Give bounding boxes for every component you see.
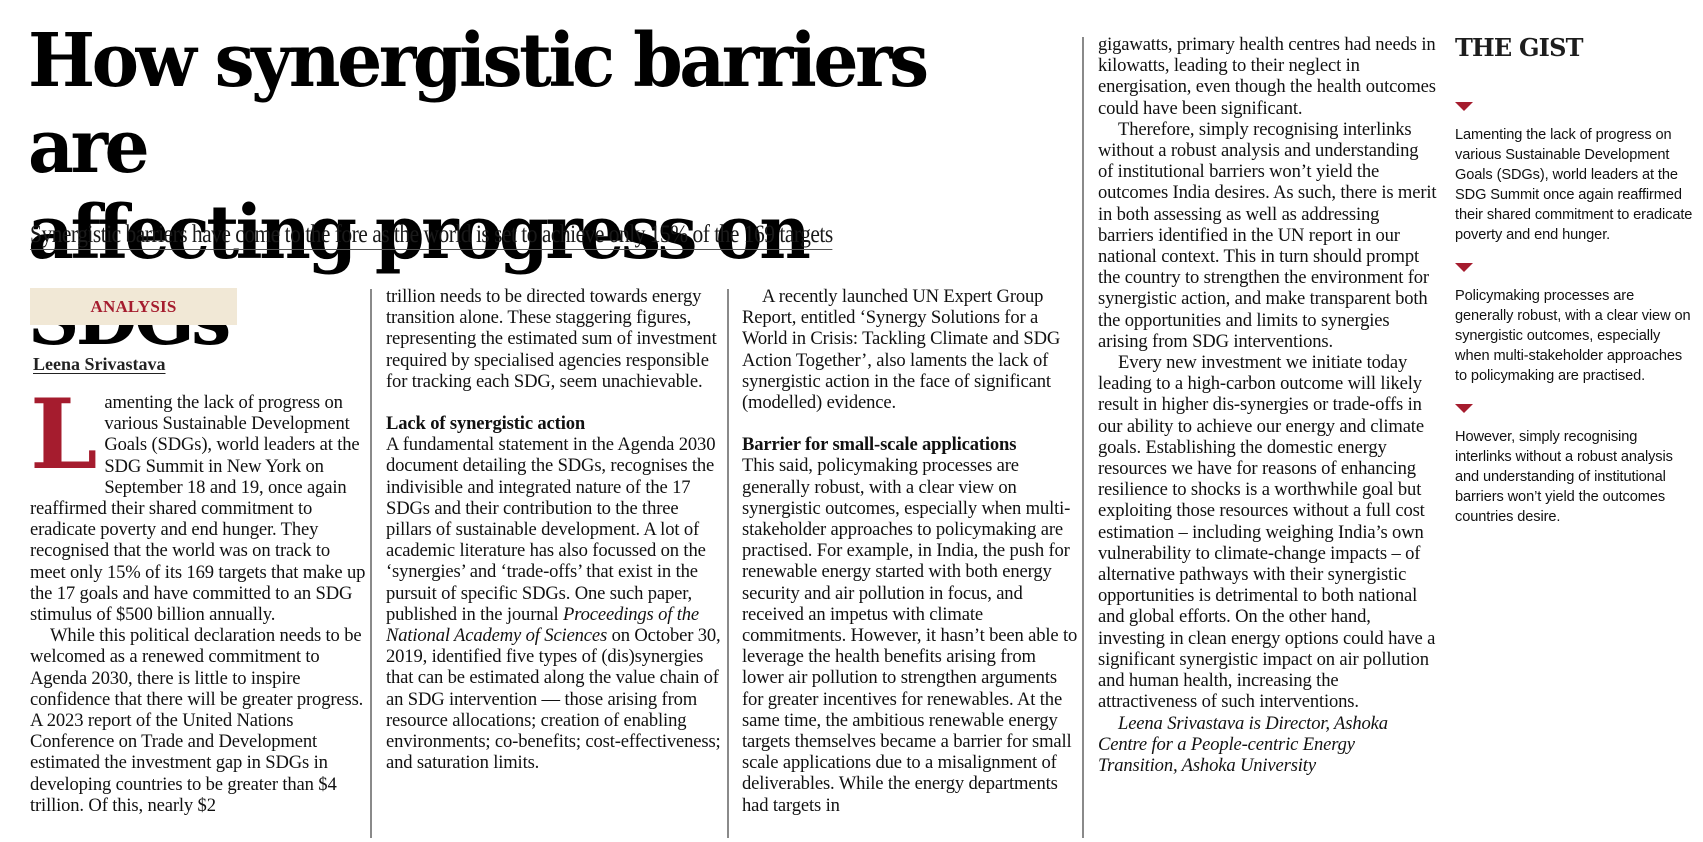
- author-note-text: Leena Srivastava is Director, Ashoka Cen…: [1098, 712, 1388, 776]
- kicker-label: ANALYSIS: [90, 296, 177, 316]
- drop-cap: L: [30, 378, 98, 491]
- gist-item: Policymaking processes are generally rob…: [1455, 288, 1691, 384]
- section-kicker: ANALYSIS: [30, 288, 237, 325]
- paragraph: gigawatts, primary health centres had ne…: [1098, 34, 1436, 119]
- author-note: Leena Srivastava is Director, Ashoka Cen…: [1098, 713, 1438, 777]
- column-divider: [370, 289, 372, 838]
- paragraph: While this political declaration needs t…: [30, 625, 364, 816]
- paragraph: Therefore, simply recognising interlinks…: [1098, 118, 1437, 352]
- article-column-4: gigawatts, primary health centres had ne…: [1098, 34, 1438, 776]
- paragraph: A fundamental statement in the Agenda 20…: [386, 434, 722, 773]
- column-divider: [1082, 37, 1084, 838]
- journal-title: Proceedings of the National Academy of S…: [386, 603, 700, 647]
- section-subhead: Barrier for small-scale applications: [742, 434, 1017, 456]
- column-divider: [727, 289, 729, 838]
- red-triangle-down-icon: [1455, 404, 1473, 413]
- paragraph: This said, policymaking processes are ge…: [742, 455, 1078, 816]
- article-column-3: A recently launched UN Expert Group Repo…: [742, 286, 1078, 816]
- headline-line-1: How synergistic barriers are: [28, 18, 929, 190]
- gist-sidebar: THE GIST Lamenting the lack of progress …: [1455, 34, 1695, 527]
- red-triangle-down-icon: [1455, 263, 1473, 272]
- gist-title: THE GIST: [1455, 33, 1584, 62]
- paragraph: A recently launched UN Expert Group Repo…: [742, 286, 1061, 414]
- subheadline: Synergistic barriers have come to the fo…: [30, 221, 833, 250]
- paragraph-text: on October 30, 2019, identified five typ…: [386, 625, 721, 774]
- paragraph-text: A fundamental statement in the Agenda 20…: [386, 434, 716, 625]
- section-subhead: Lack of synergistic action: [386, 413, 586, 435]
- paragraph: trillion needs to be directed towards en…: [386, 286, 717, 392]
- article-column-2: trillion needs to be directed towards en…: [386, 286, 722, 773]
- gist-item: However, simply recognising interlinks w…: [1455, 429, 1673, 525]
- byline: Leena Srivastava: [33, 354, 166, 374]
- gist-item: Lamenting the lack of progress on variou…: [1455, 127, 1693, 243]
- red-triangle-down-icon: [1455, 102, 1473, 111]
- paragraph: amenting the lack of progress on various…: [30, 392, 366, 626]
- paragraph: Every new investment we initiate today l…: [1098, 352, 1436, 713]
- article-column-1: L amenting the lack of progress on vario…: [30, 378, 366, 816]
